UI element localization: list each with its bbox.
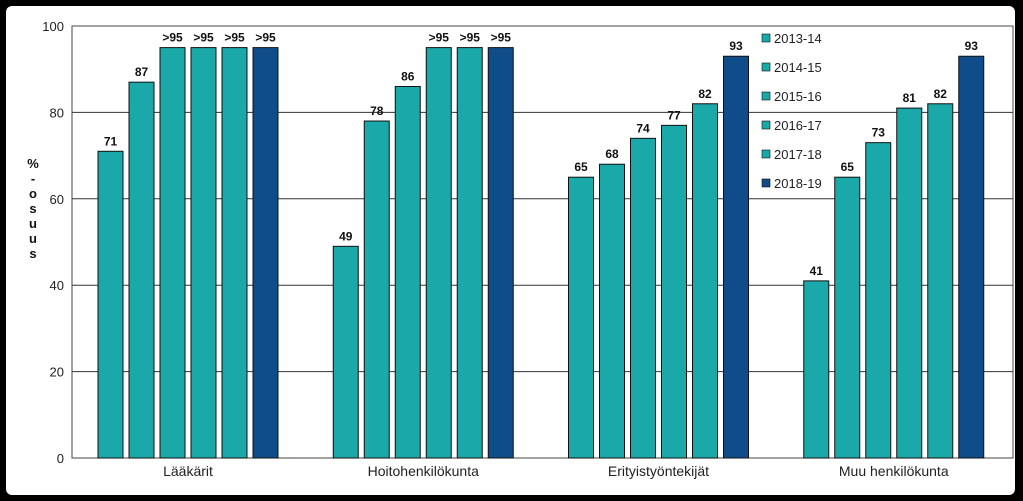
bar: [630, 137, 656, 459]
category-label: Muu henkilökunta: [839, 463, 949, 479]
y-axis-label-char: u: [29, 231, 37, 246]
data-label: >95: [491, 31, 512, 45]
bar: [487, 47, 514, 459]
data-label: >95: [255, 31, 276, 45]
category-label: Lääkärit: [163, 463, 213, 479]
bar: [927, 103, 954, 459]
y-axis-label-char: -: [31, 171, 35, 186]
bar: [456, 47, 483, 459]
data-label: 71: [104, 134, 118, 148]
bar: [425, 47, 452, 459]
y-tick-label: 60: [50, 192, 64, 207]
bar: [865, 142, 892, 459]
legend-swatch: [761, 62, 771, 72]
bar: [599, 163, 625, 459]
bar: [958, 55, 985, 459]
y-axis-label-char: o: [29, 186, 37, 201]
y-tick-label: 80: [50, 105, 64, 120]
data-label: 74: [636, 121, 650, 135]
bar: [221, 47, 248, 459]
legend-entry: 2015-16: [774, 89, 822, 104]
data-label: 82: [934, 87, 948, 101]
bar: [723, 55, 749, 459]
y-axis-label-char: s: [29, 246, 36, 261]
bar: [190, 47, 217, 459]
legend-entry: 2014-15: [774, 60, 822, 75]
bar: [568, 176, 594, 459]
legend-swatch: [761, 33, 771, 43]
y-tick-label: 0: [57, 451, 64, 466]
data-label: 93: [729, 39, 743, 53]
data-label: 65: [574, 160, 588, 174]
bar: [363, 120, 390, 459]
bar: [97, 150, 124, 459]
data-label: 82: [698, 87, 712, 101]
legend-swatch: [761, 178, 771, 188]
plot-area-border: [71, 25, 1014, 459]
legend-entry: 2013-14: [774, 31, 822, 46]
bar: [332, 245, 359, 459]
data-label: >95: [162, 31, 183, 45]
data-label: 77: [667, 108, 681, 122]
bar: [692, 103, 718, 459]
data-label: 41: [810, 264, 824, 278]
data-label: 78: [370, 104, 384, 118]
legend-entry: 2018-19: [774, 176, 822, 191]
data-label: >95: [429, 31, 450, 45]
y-tick-label: 40: [50, 278, 64, 293]
legend-entry: 2016-17: [774, 118, 822, 133]
data-label: >95: [224, 31, 245, 45]
bar: [128, 81, 155, 459]
legend-swatch: [761, 120, 771, 130]
data-label: 81: [903, 91, 917, 105]
legend-swatch: [761, 91, 771, 101]
bar: [803, 280, 830, 459]
category-label: Erityistyöntekijät: [608, 463, 709, 479]
y-axis-label-char: %: [27, 156, 39, 171]
data-label: 49: [339, 229, 353, 243]
bar: [834, 176, 861, 459]
data-label: 87: [135, 65, 149, 79]
y-tick-label: 100: [42, 19, 64, 34]
y-axis-label-char: s: [29, 201, 36, 216]
data-label: >95: [193, 31, 214, 45]
bar: [159, 47, 186, 459]
legend-swatch: [761, 149, 771, 159]
data-label: 93: [965, 39, 979, 53]
data-label: 73: [872, 126, 886, 140]
bar: [661, 124, 687, 459]
bar: [394, 85, 421, 459]
data-label: 86: [401, 69, 415, 83]
category-label: Hoitohenkilökunta: [368, 463, 480, 479]
bar: [252, 47, 279, 459]
data-label: >95: [460, 31, 481, 45]
legend-entry: 2017-18: [774, 147, 822, 162]
y-axis-label-char: u: [29, 216, 37, 231]
data-label: 68: [605, 147, 619, 161]
y-tick-label: 20: [50, 365, 64, 380]
bar: [896, 107, 923, 459]
chart-panel: 0 20 40 60 80 100% - o s u u s 71 87 >95 >95 >95 >95 Lääkä…: [6, 6, 1015, 495]
data-label: 65: [841, 160, 855, 174]
